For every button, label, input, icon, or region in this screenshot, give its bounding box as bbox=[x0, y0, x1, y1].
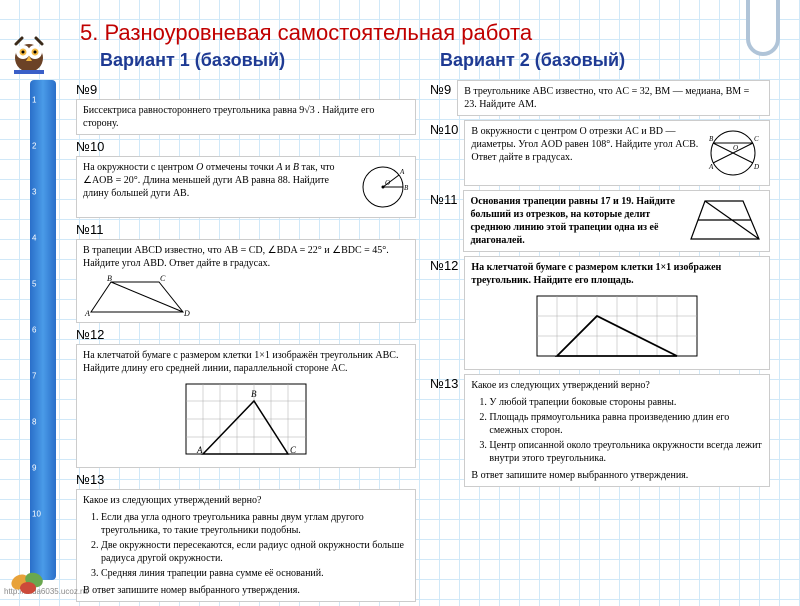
label-n13-r: №13 bbox=[430, 376, 458, 391]
svg-text:B: B bbox=[107, 274, 112, 283]
svg-text:A: A bbox=[196, 445, 203, 455]
label-n9-r: №9 bbox=[430, 82, 451, 97]
trapezoid-midline-diagram bbox=[687, 195, 763, 245]
grid-triangle-diagram-2 bbox=[532, 291, 702, 361]
svg-text:O: O bbox=[733, 144, 738, 152]
v1-problem-10: O A B На окружности с центром O отмечены… bbox=[76, 156, 416, 218]
label-n10: №10 bbox=[76, 139, 416, 154]
v1-statement-3: Средняя линия трапеции равна сумме её ос… bbox=[101, 567, 409, 580]
svg-text:C: C bbox=[754, 135, 759, 143]
label-n12-r: №12 bbox=[430, 258, 458, 273]
label-n9: №9 bbox=[76, 82, 416, 97]
v2-problem-10: B C A D O В окружности с центром O отрез… bbox=[464, 120, 770, 186]
v1-statement-1: Если два угла одного треугольника равны … bbox=[101, 511, 409, 537]
leaf-icon bbox=[10, 564, 46, 594]
variant1-title: Вариант 1 (базовый) bbox=[100, 50, 285, 71]
v1-problem-9: Биссектриса равностороннего треугольника… bbox=[76, 99, 416, 135]
svg-text:C: C bbox=[290, 445, 297, 455]
svg-text:A: A bbox=[399, 168, 405, 176]
svg-text:B: B bbox=[404, 184, 409, 192]
v2-statement-2: Площадь прямоугольника равна произведени… bbox=[489, 411, 763, 437]
label-n11: №11 bbox=[76, 222, 416, 237]
v1-problem-11: В трапеции ABCD известно, что AB = CD, ∠… bbox=[76, 239, 416, 323]
svg-text:B: B bbox=[709, 135, 714, 143]
variant2-title: Вариант 2 (базовый) bbox=[440, 50, 625, 71]
svg-text:D: D bbox=[753, 163, 759, 171]
v2-problem-12: На клетчатой бумаге с размером клетки 1×… bbox=[464, 256, 770, 370]
circle-diagram: O A B bbox=[357, 161, 409, 213]
trapezoid-diagram: B C A D bbox=[83, 274, 193, 318]
v2-statement-3: Центр описанной около треугольника окруж… bbox=[489, 439, 763, 465]
svg-text:A: A bbox=[708, 163, 714, 171]
v1-problem-12: На клетчатой бумаге с размером клетки 1×… bbox=[76, 344, 416, 468]
label-n13: №13 bbox=[76, 472, 416, 487]
v2-problem-13: Какое из следующих утверждений верно? У … bbox=[464, 374, 770, 487]
clip-icon bbox=[746, 0, 780, 56]
label-n11-r: №11 bbox=[430, 192, 457, 207]
svg-text:D: D bbox=[183, 309, 190, 318]
svg-text:O: O bbox=[385, 179, 390, 187]
variant2-column: №9 В треугольнике ABC известно, что AC =… bbox=[430, 80, 770, 491]
label-n12: №12 bbox=[76, 327, 416, 342]
svg-text:B: B bbox=[251, 389, 257, 399]
v1-problem-13: Какое из следующих утверждений верно? Ес… bbox=[76, 489, 416, 602]
label-n10-r: №10 bbox=[430, 122, 458, 137]
v2-statement-1: У любой трапеции боковые стороны равны. bbox=[489, 396, 763, 409]
owl-icon bbox=[6, 28, 52, 74]
svg-text:C: C bbox=[160, 274, 166, 283]
main-title: 5. Разноуровневая самостоятельная работа bbox=[80, 20, 532, 46]
v2-problem-9: В треугольнике ABC известно, что AC = 32… bbox=[457, 80, 770, 116]
v1-statement-2: Две окружности пересекаются, если радиус… bbox=[101, 539, 409, 565]
ruler-decoration: // placeholder — ticks added below via s… bbox=[30, 80, 56, 580]
variant1-column: №9 Биссектриса равностороннего треугольн… bbox=[76, 80, 416, 606]
svg-text:A: A bbox=[84, 309, 90, 318]
v2-problem-11: Основания трапеции равны 17 и 19. Найдит… bbox=[463, 190, 770, 252]
circle-diameters-diagram: B C A D O bbox=[703, 125, 763, 181]
grid-triangle-diagram: A B C bbox=[181, 379, 311, 459]
